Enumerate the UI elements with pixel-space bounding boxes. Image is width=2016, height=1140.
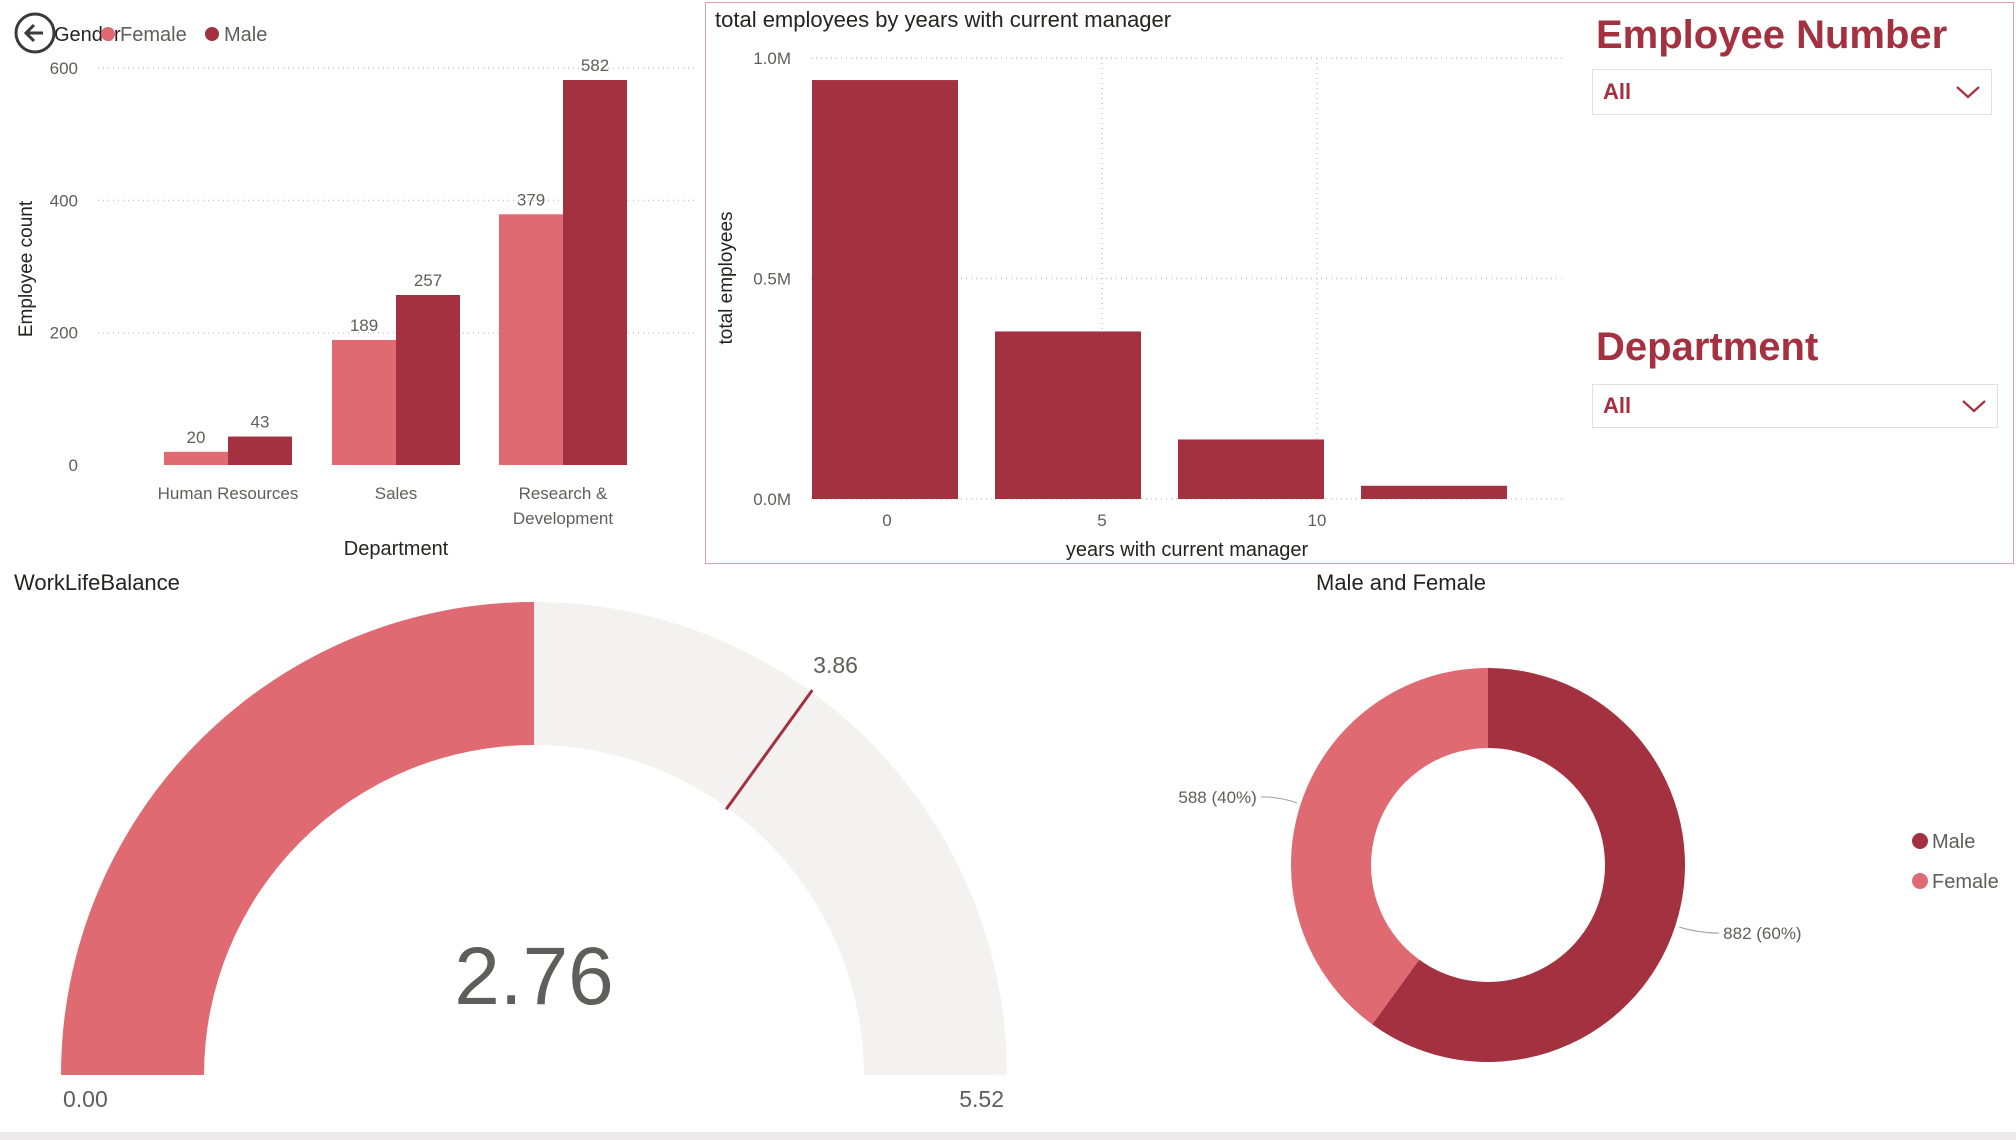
y-tick-label: 0.5M xyxy=(753,270,791,289)
department-slicer-title: Department xyxy=(1596,325,1819,369)
x-axis-title: years with current manager xyxy=(1066,539,1309,561)
data-label: 588 (40%) xyxy=(1178,788,1256,807)
bar xyxy=(1361,485,1507,499)
bar xyxy=(995,331,1141,499)
legend-label-male: Male xyxy=(224,24,267,46)
gauge-target-marker xyxy=(724,689,814,811)
employee-number-slicer-title: Employee Number xyxy=(1596,13,1948,57)
x-tick-label: 0 xyxy=(882,511,891,530)
data-label: 257 xyxy=(414,271,442,290)
x-tick-label: Human Resources xyxy=(158,484,299,503)
y-tick-label: 0 xyxy=(69,456,78,475)
x-tick-label: Development xyxy=(513,509,613,528)
y-tick-label: 400 xyxy=(50,191,78,210)
employee-number-slicer-value: All xyxy=(1603,79,1632,104)
gender-donut-chart: Male and Female 882 (60%) 588 (40%) Male Fem… xyxy=(1178,570,1999,1062)
worklifebalance-gauge-panel: WorkLifeBalance 3.86 2.76 0.00 5.52 xyxy=(6,566,1066,1132)
legend-marker-male xyxy=(205,27,219,41)
employee-number-slicer[interactable]: All xyxy=(1592,69,1992,115)
gauge-max-label: 5.52 xyxy=(959,1086,1004,1112)
department-chart-panel: Gender Female Male 0 200 400 600 Employee count… xyxy=(6,2,704,564)
department-slicer-value: All xyxy=(1603,393,1632,418)
manager-chart: total employees by years with current ma… xyxy=(715,7,1566,561)
y-tick-label: 600 xyxy=(50,59,78,78)
bar-female xyxy=(499,214,563,465)
gauge-fill xyxy=(61,602,534,1075)
data-label: 43 xyxy=(251,413,270,432)
legend-label-male: Male xyxy=(1932,831,1975,853)
bar xyxy=(812,80,958,500)
gender-donut-panel: Male and Female 882 (60%) 588 (40%) Male Fem… xyxy=(1066,566,2014,1132)
slicers-panel: Employee Number All Department All xyxy=(1576,2,2014,564)
donut-slice-male xyxy=(1372,668,1685,1062)
data-label: 379 xyxy=(517,190,545,209)
y-axis-title: Employee count xyxy=(16,200,37,337)
manager-chart-panel: total employees by years with current ma… xyxy=(705,2,1577,564)
x-tick-label: 10 xyxy=(1308,511,1327,530)
x-axis-title: Department xyxy=(344,538,449,560)
legend-marker-female xyxy=(1912,873,1928,889)
gauge-title: WorkLifeBalance xyxy=(14,570,180,595)
worklifebalance-gauge: WorkLifeBalance 3.86 2.76 0.00 5.52 xyxy=(14,570,1007,1112)
gauge-min-label: 0.00 xyxy=(63,1086,108,1112)
chevron-down-icon xyxy=(1956,86,1980,99)
bar-male xyxy=(563,79,627,465)
y-tick-label: 0.0M xyxy=(753,490,791,509)
bar-male xyxy=(228,436,292,465)
data-label: 882 (60%) xyxy=(1723,924,1801,943)
y-tick-label: 1.0M xyxy=(753,49,791,68)
legend-marker-male xyxy=(1912,833,1928,849)
x-tick-label: 5 xyxy=(1097,511,1106,530)
circled-left-arrow-icon[interactable] xyxy=(14,12,56,54)
department-slicer[interactable]: All xyxy=(1592,384,1998,428)
data-label: 189 xyxy=(350,316,378,335)
chevron-down-icon xyxy=(1962,400,1986,413)
bar-male xyxy=(396,294,460,465)
data-label: 20 xyxy=(187,428,206,447)
bar xyxy=(1178,439,1324,499)
leader-line xyxy=(1679,926,1720,934)
legend-marker-female xyxy=(101,27,115,41)
bottom-scrollbar[interactable] xyxy=(0,1132,2016,1140)
donut-title: Male and Female xyxy=(1316,570,1486,595)
leader-line xyxy=(1260,796,1298,804)
data-label: 582 xyxy=(581,56,609,75)
x-tick-label: Research & xyxy=(519,484,608,503)
y-tick-label: 200 xyxy=(50,324,78,343)
gauge-value: 2.76 xyxy=(454,931,614,1022)
legend-label-female: Female xyxy=(120,24,187,46)
gauge-target-label: 3.86 xyxy=(813,652,858,678)
x-tick-label: Sales xyxy=(375,484,418,503)
chart-title: total employees by years with current ma… xyxy=(715,7,1171,32)
bar-female xyxy=(164,451,228,465)
bar-female xyxy=(332,339,396,465)
y-axis-title: total employees xyxy=(716,211,737,344)
donut-slice-female xyxy=(1291,668,1488,1025)
legend-label-female: Female xyxy=(1932,871,1999,893)
